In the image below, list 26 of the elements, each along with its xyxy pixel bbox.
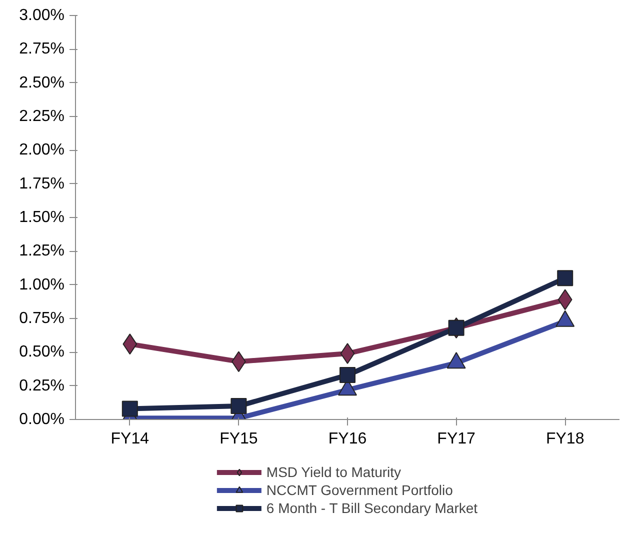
- y-tick-label: 0.25%: [19, 377, 65, 394]
- y-tick-label: 2.00%: [19, 142, 65, 159]
- y-tick-label: 1.00%: [19, 276, 65, 294]
- legend-label: 6 Month - T Bill Secondary Market: [266, 500, 478, 516]
- y-tick-label: 1.25%: [19, 242, 65, 260]
- y-tick-label: 1.75%: [19, 175, 65, 192]
- x-tick-label: FY16: [328, 430, 367, 448]
- y-tick-label: 2.75%: [19, 40, 65, 58]
- point: [557, 270, 574, 286]
- legend-label: MSD Yield to Maturity: [266, 464, 402, 480]
- legend-label: NCCMT Government Portfolio: [266, 482, 453, 498]
- y-tick-label: 0.50%: [19, 344, 65, 361]
- y-tick-label: 0.00%: [19, 411, 65, 428]
- x-tick-label: FY14: [110, 430, 150, 448]
- y-tick-label: 2.50%: [19, 74, 65, 92]
- point: [340, 367, 356, 384]
- x-tick-label: FY15: [220, 430, 258, 448]
- x-tick-label: FY17: [437, 430, 476, 448]
- y-tick-label: 1.50%: [19, 209, 65, 226]
- point: [448, 320, 464, 336]
- point: [230, 398, 247, 414]
- point: [122, 400, 138, 417]
- y-tick-label: 2.25%: [19, 108, 65, 125]
- x-tick-label: FY18: [546, 430, 584, 448]
- y-tick-label: 3.00%: [19, 7, 65, 24]
- y-tick-label: 0.75%: [19, 310, 65, 327]
